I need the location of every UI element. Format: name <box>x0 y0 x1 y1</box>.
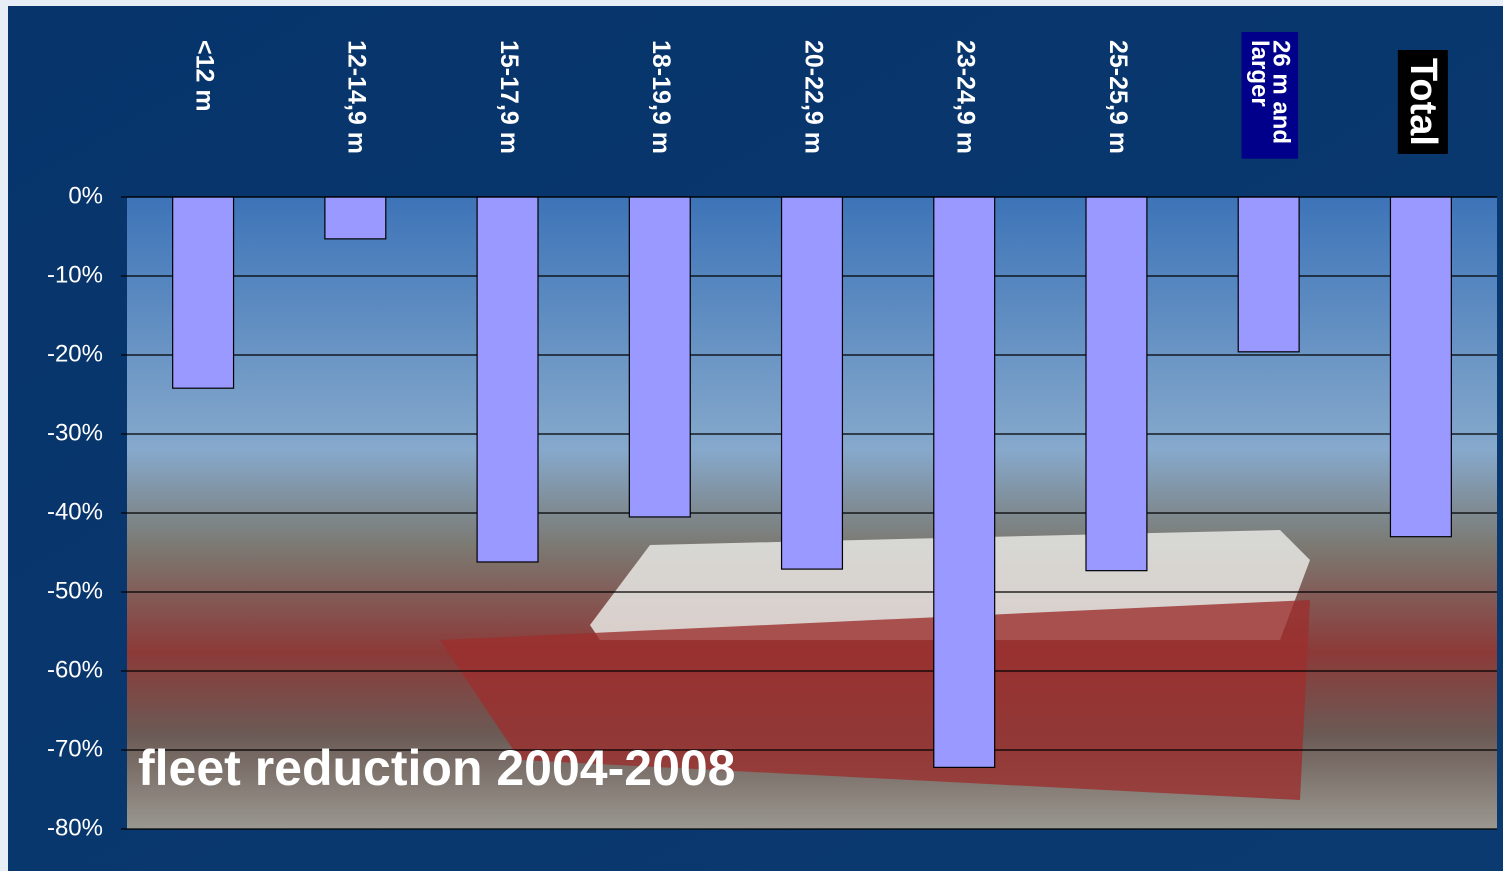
chart-title: fleet reduction 2004-2008 <box>138 740 736 796</box>
x-tick-label: Total <box>1402 58 1444 146</box>
x-tick-label: 25-25,9 m <box>1104 40 1132 154</box>
label-line: larger <box>1246 40 1273 107</box>
y-tick-label: -60% <box>47 656 103 683</box>
x-tick-label: 18-19,9 m <box>647 40 675 154</box>
bar <box>1390 197 1451 537</box>
bar <box>173 197 234 388</box>
bar <box>1086 197 1147 571</box>
bar <box>1238 197 1299 352</box>
y-tick-label: -30% <box>47 419 103 446</box>
bar <box>629 197 690 517</box>
y-tick-label: -10% <box>47 261 103 288</box>
x-tick-label: 15-17,9 m <box>495 40 523 154</box>
y-tick-label: -80% <box>47 814 103 841</box>
y-tick-label: 0% <box>68 182 103 209</box>
y-tick-label: -20% <box>47 340 103 367</box>
x-tick-label: <12 m <box>191 40 219 112</box>
page: 0% -10% -20% -30% -40% -50% -60% -70% -80% <12 m 1… <box>0 0 1503 871</box>
bar <box>934 197 995 767</box>
x-tick-label: 12-14,9 m <box>343 40 371 154</box>
y-tick-label: -40% <box>47 498 103 525</box>
y-tick-label: -70% <box>47 735 103 762</box>
bar <box>325 197 386 239</box>
x-tick-label: 20-22,9 m <box>799 40 827 154</box>
bar <box>782 197 843 569</box>
x-tick-label: 23-24,9 m <box>952 40 980 154</box>
bar <box>477 197 538 562</box>
chart: 0% -10% -20% -30% -40% -50% -60% -70% -80% <12 m 1… <box>0 0 1503 871</box>
y-tick-label: -50% <box>47 577 103 604</box>
